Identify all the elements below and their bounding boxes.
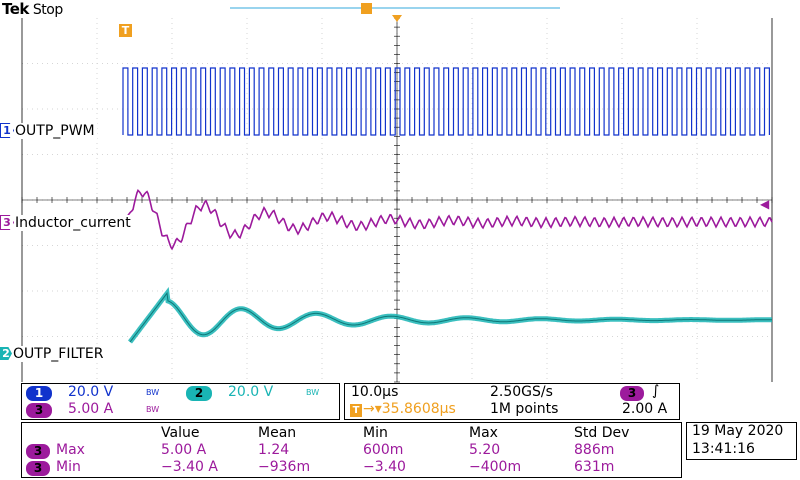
ch2-name: OUTP_FILTER <box>13 346 104 362</box>
waveform-display[interactable] <box>0 0 800 385</box>
trigger-level[interactable]: 2.00 A <box>622 401 668 417</box>
ch3-name: Inductor_current <box>15 215 131 231</box>
delay-trigger-icon: T <box>350 404 362 417</box>
ch1-badge[interactable]: 1 <box>26 386 52 401</box>
time-per-div[interactable]: 10.0µs <box>351 384 399 400</box>
ch2-bw: BW <box>306 388 320 397</box>
ch1-marker: 1 <box>0 123 14 138</box>
ch1-name: OUTP_PWM <box>15 123 95 139</box>
meas-row2-stddev: 631m <box>574 459 615 475</box>
meas-row2-name: Min <box>56 459 81 475</box>
ch2-waveform <box>128 286 772 344</box>
date-display: 19 May 2020 <box>692 423 784 439</box>
meas-header-mean: Mean <box>258 425 297 441</box>
record-trigger-marker <box>361 3 372 14</box>
ch3-label[interactable]: 3 Inductor_current <box>0 215 133 231</box>
record-length[interactable]: 1M points <box>490 401 559 417</box>
trigger-delay[interactable]: →▾35.8608µs <box>363 401 456 417</box>
meas-row2-max: −400m <box>469 459 522 475</box>
meas-row1-min: 600m <box>363 442 404 458</box>
timebase-panel: 10.0µs 2.50GS/s 3 ∫ T →▾35.8608µs 1M poi… <box>344 383 680 420</box>
horizontal-position-marker <box>392 15 402 22</box>
meas-row2-value: −3.40 A <box>161 459 218 475</box>
meas-row1-value: 5.00 A <box>161 442 207 458</box>
meas-header-value: Value <box>161 425 200 441</box>
ch1-waveform <box>122 67 770 136</box>
meas-header-max: Max <box>469 425 498 441</box>
meas-row2-min: −3.40 <box>363 459 406 475</box>
trigger-position-marker[interactable]: T <box>119 24 132 37</box>
time-display: 13:41:16 <box>692 441 755 457</box>
trigger-source-badge[interactable]: 3 <box>620 386 644 401</box>
trigger-level-arrow[interactable]: ◀ <box>760 197 770 211</box>
ch3-badge[interactable]: 3 <box>26 403 52 418</box>
ch2-marker: 2 <box>0 347 12 360</box>
ch1-scale[interactable]: 20.0 V <box>68 384 114 400</box>
ch3-waveform <box>127 188 773 251</box>
ch2-waveform-core <box>129 292 772 343</box>
meas-row1-max: 5.20 <box>469 442 501 458</box>
trigger-slope[interactable]: ∫ <box>652 383 660 399</box>
ch3-marker: 3 <box>0 215 14 230</box>
acquisition-status: Stop <box>32 2 63 18</box>
brand-logo: Tek <box>2 0 29 18</box>
meas-row2-mean: −936m <box>258 459 311 475</box>
ch3-bw: BW <box>146 405 160 414</box>
brand-status: Tek Stop <box>2 0 63 18</box>
meas-row1-stddev: 886m <box>574 442 615 458</box>
channel-settings-panel: 1 20.0 V BW 2 20.0 V BW 3 5.00 A BW <box>21 383 340 420</box>
meas-row1-mean: 1.24 <box>258 442 290 458</box>
meas-header-stddev: Std Dev <box>574 425 630 441</box>
ch1-bw: BW <box>146 388 160 397</box>
datetime-panel: 19 May 2020 13:41:16 <box>686 422 797 460</box>
ch2-label[interactable]: 2 OUTP_FILTER <box>0 346 106 362</box>
meas-row1-channel[interactable]: 3 <box>26 444 50 459</box>
ch1-label[interactable]: 1 OUTP_PWM <box>0 123 97 139</box>
top-markers <box>230 3 560 22</box>
measurements-panel: Value Mean Min Max Std Dev 3 Max 5.00 A … <box>21 422 682 478</box>
ch3-scale[interactable]: 5.00 A <box>68 401 114 417</box>
ch2-badge[interactable]: 2 <box>186 386 212 401</box>
meas-row2-channel[interactable]: 3 <box>26 461 50 476</box>
ch2-scale[interactable]: 20.0 V <box>228 384 274 400</box>
sample-rate[interactable]: 2.50GS/s <box>490 384 553 400</box>
meas-header-min: Min <box>363 425 388 441</box>
meas-row1-name: Max <box>56 442 85 458</box>
